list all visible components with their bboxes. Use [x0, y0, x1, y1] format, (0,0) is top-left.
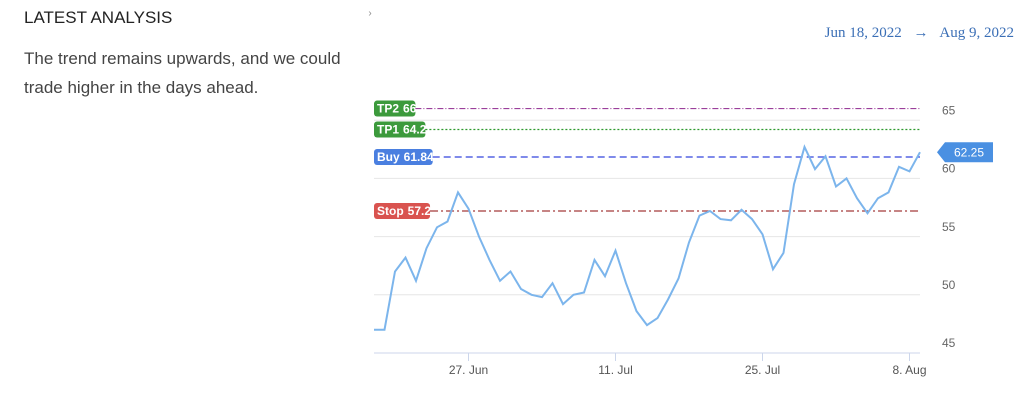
level-label: TP2 66: [377, 102, 417, 116]
y-tick-label: 60: [942, 162, 956, 176]
level-name: TP1: [377, 123, 399, 137]
level-value: 64.2: [403, 123, 427, 137]
level-name: TP2: [377, 102, 399, 116]
x-tick-label: 11. Jul: [598, 363, 632, 377]
y-tick-label: 65: [942, 103, 956, 117]
range-start: Jun 18, 2022: [824, 25, 902, 41]
level-name: Buy: [377, 150, 400, 164]
analysis-title: LATEST ANALYSIS: [24, 8, 173, 27]
level: Stop 57.2: [374, 202, 920, 219]
level-value: 57.2: [408, 204, 432, 218]
last-price-label: 62.25: [954, 145, 984, 159]
level-value: 61.84: [404, 150, 434, 164]
x-tick-label: 27. Jun: [449, 363, 488, 377]
expand-button[interactable]: ›: [368, 8, 372, 19]
x-tick-label: 8. Aug: [892, 363, 926, 377]
y-tick-label: 55: [942, 220, 956, 234]
level-name: Stop: [377, 204, 404, 218]
x-tick-label: 25. Jul: [745, 363, 780, 377]
level-label: TP1 64.2: [377, 123, 427, 137]
price-line: [374, 144, 921, 331]
range-end: Aug 9, 2022: [939, 25, 1014, 41]
level-value: 66: [403, 102, 417, 116]
level: Buy 61.84: [374, 148, 920, 165]
level-tag: [374, 202, 431, 219]
y-tick-label: 45: [942, 336, 956, 350]
level: TP1 64.2: [374, 121, 920, 138]
y-tick-label: 50: [942, 278, 956, 292]
level-label: Buy 61.84: [377, 150, 434, 164]
last-price-tag: [937, 142, 993, 163]
analysis-text: The trend remains upwards, and we could …: [24, 49, 341, 97]
level-tag: [374, 100, 416, 117]
level-tag: [374, 148, 433, 165]
level-label: Stop 57.2: [377, 204, 431, 218]
analysis-panel: LATEST ANALYSIS The trend remains upward…: [24, 8, 344, 102]
date-range: Jun 18, 2022 → Aug 9, 2022: [825, 25, 1014, 42]
level-tag: [374, 121, 426, 138]
level: TP2 66: [374, 100, 920, 117]
range-arrow: →: [913, 25, 929, 41]
